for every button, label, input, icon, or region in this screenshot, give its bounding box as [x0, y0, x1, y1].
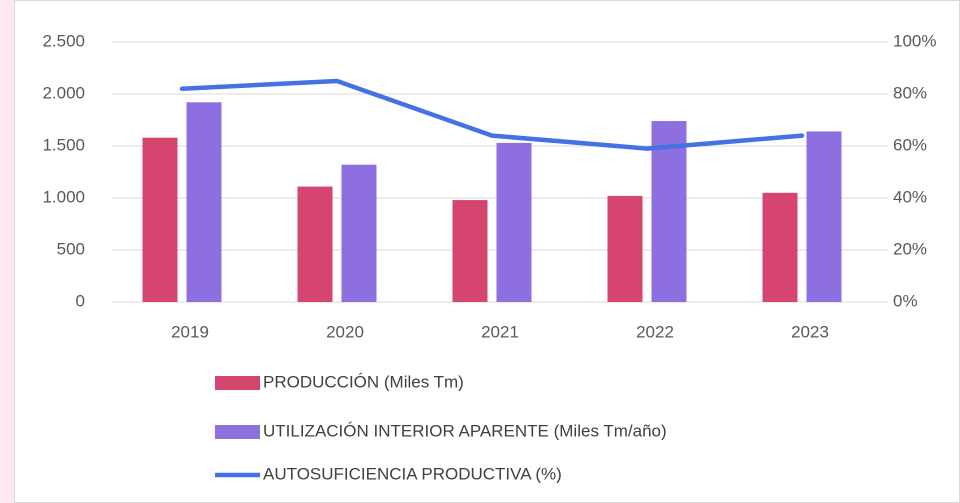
y-tick-label: 2.500 — [42, 31, 85, 50]
line — [179, 78, 805, 151]
legend-label: UTILIZACIÓN INTERIOR APARENTE (Miles Tm/… — [263, 421, 667, 440]
bar — [762, 192, 798, 302]
bar — [452, 200, 488, 302]
bar — [186, 102, 222, 302]
y2-tick-label: 60% — [893, 135, 927, 154]
y2-tick-label: 40% — [893, 187, 927, 206]
y2-tick-label: 0% — [893, 291, 918, 310]
legend-swatch — [215, 425, 260, 439]
bar — [607, 195, 643, 302]
y-tick-label: 2.000 — [42, 83, 85, 102]
y-tick-label: 1.000 — [42, 187, 85, 206]
y-tick-label: 1.500 — [42, 135, 85, 154]
y2-tick-label: 80% — [893, 83, 927, 102]
bar — [341, 164, 377, 302]
bar — [651, 121, 687, 302]
side-strip — [0, 0, 14, 503]
bar — [496, 142, 532, 302]
y2-tick-label: 100% — [893, 31, 936, 50]
legend-label: PRODUCCIÓN (Miles Tm) — [263, 372, 464, 391]
x-tick-label: 2019 — [171, 322, 209, 341]
y-tick-label: 500 — [57, 239, 85, 258]
y-tick-label: 0 — [76, 291, 85, 310]
x-tick-label: 2021 — [481, 322, 519, 341]
x-tick-label: 2023 — [791, 322, 829, 341]
bar — [142, 137, 178, 302]
x-tick-label: 2022 — [636, 322, 674, 341]
bar — [806, 131, 842, 302]
legend-label: AUTOSUFICIENCIA PRODUCTIVA (%) — [263, 464, 562, 483]
y2-tick-label: 20% — [893, 239, 927, 258]
bar — [297, 186, 333, 302]
x-tick-label: 2020 — [326, 322, 364, 341]
legend-swatch — [215, 376, 260, 390]
